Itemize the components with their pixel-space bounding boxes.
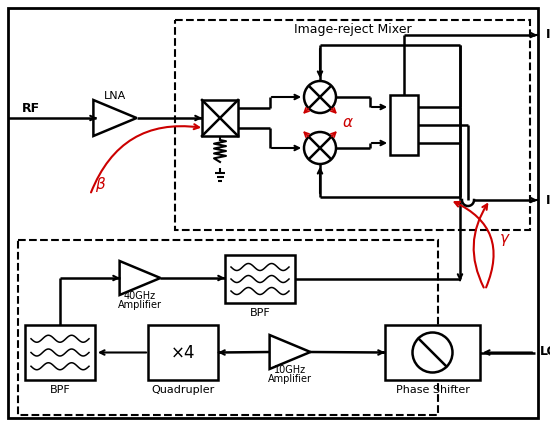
Bar [18,240,438,415]
Text: Quadrupler: Quadrupler [151,385,214,395]
Polygon shape [119,261,161,295]
Text: 10GHz: 10GHz [274,365,306,375]
Polygon shape [94,100,136,136]
Text: BPF: BPF [50,385,70,395]
Text: Amplifier: Amplifier [118,300,162,310]
Bar [385,325,480,380]
Text: Phase Shifter: Phase Shifter [395,385,470,395]
Text: IFI: IFI [546,29,550,41]
Text: $\alpha$: $\alpha$ [342,115,354,130]
Circle shape [412,333,453,372]
Text: LO: LO [540,345,550,358]
Text: Image-reject Mixer: Image-reject Mixer [294,23,411,37]
Text: 40GHz: 40GHz [124,291,156,301]
Text: RF: RF [22,101,40,115]
Bar [202,100,238,136]
Text: $\gamma$: $\gamma$ [499,232,511,248]
Text: $\times$4: $\times$4 [170,343,196,362]
Bar [148,325,218,380]
Circle shape [304,81,336,113]
Polygon shape [270,335,310,369]
Circle shape [304,132,336,164]
Text: IFQ: IFQ [546,193,550,207]
Text: BPF: BPF [250,308,271,318]
Text: LNA: LNA [104,91,126,101]
Bar [25,325,95,380]
Bar [390,95,418,155]
Bar [175,20,530,230]
Text: Amplifier: Amplifier [268,374,312,384]
Text: $\beta$: $\beta$ [95,176,106,195]
Bar [225,255,295,303]
